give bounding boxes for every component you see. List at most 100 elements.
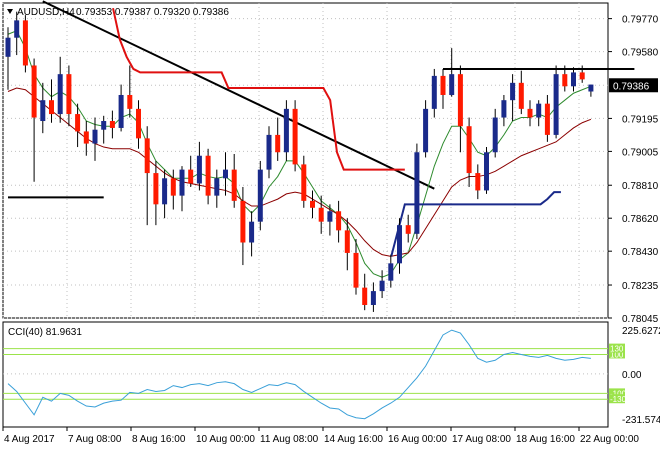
candle-bull bbox=[553, 74, 559, 135]
price-tick-label: 0.78430 bbox=[622, 247, 659, 258]
candle-bear bbox=[336, 211, 342, 231]
cci-tick-label: -231.5745 bbox=[622, 415, 660, 426]
candle-bull bbox=[196, 155, 202, 184]
cci-level-box bbox=[609, 388, 625, 398]
candle-bull bbox=[414, 152, 420, 234]
candle-bear bbox=[127, 94, 133, 109]
candle-bear bbox=[344, 230, 350, 253]
candle-bear bbox=[579, 72, 585, 80]
candle-bear bbox=[544, 103, 550, 135]
price-tick-label: 0.79770 bbox=[622, 15, 659, 26]
current-price-label: 0.79386 bbox=[613, 81, 650, 92]
cci-panel bbox=[2, 321, 609, 428]
candle-bull bbox=[431, 75, 437, 109]
candle-bull bbox=[449, 74, 455, 95]
time-tick-label: 18 Aug 16:00 bbox=[516, 434, 575, 445]
cci-line bbox=[7, 329, 591, 420]
price-tick-label: 0.78045 bbox=[622, 314, 659, 325]
candle-bull bbox=[379, 280, 385, 292]
price-tick-label: 0.78620 bbox=[622, 214, 659, 225]
price-tick-label: 0.78235 bbox=[622, 281, 659, 292]
candle-bull bbox=[283, 108, 289, 153]
time-tick-label: 7 Aug 08:00 bbox=[68, 434, 122, 445]
price-tick-label: 0.79580 bbox=[622, 48, 659, 59]
sar-lines bbox=[112, 7, 561, 257]
candle-bull bbox=[249, 221, 255, 243]
triangle-down-icon bbox=[7, 9, 13, 14]
time-tick-label: 14 Aug 16:00 bbox=[324, 434, 383, 445]
candle-bull bbox=[162, 178, 168, 205]
time-tick-label: 17 Aug 08:00 bbox=[452, 434, 511, 445]
price-tick-label: 0.79195 bbox=[622, 114, 659, 125]
candle-bear bbox=[188, 169, 194, 184]
candle-bull bbox=[223, 169, 228, 179]
candle-bear bbox=[22, 20, 28, 66]
candle-bear bbox=[75, 114, 81, 132]
candle-bear bbox=[49, 100, 54, 115]
cci-tick-label: 225.6272 bbox=[622, 326, 660, 337]
candle-bear bbox=[144, 138, 150, 174]
candle-bear bbox=[292, 108, 298, 165]
candle-bull bbox=[5, 37, 11, 57]
candle-bull bbox=[370, 291, 376, 305]
candle-bull bbox=[484, 152, 489, 191]
sar-low-line bbox=[390, 191, 561, 257]
candle-bear bbox=[205, 155, 211, 196]
price-tick-label: 0.78810 bbox=[622, 181, 659, 192]
cci-level-label: 130 bbox=[610, 345, 624, 354]
trendline bbox=[42, 0, 435, 190]
candle-bull bbox=[536, 103, 542, 118]
candle-bear bbox=[31, 65, 37, 118]
candle-bull bbox=[179, 169, 185, 196]
candle-bull bbox=[423, 108, 429, 153]
candle-bull bbox=[397, 225, 402, 264]
candle-bear bbox=[318, 207, 324, 222]
candle-bear bbox=[240, 200, 246, 243]
trendlines bbox=[8, 0, 635, 199]
candle-bull bbox=[118, 94, 124, 128]
candle-bear bbox=[362, 287, 368, 305]
candle-bear bbox=[457, 74, 463, 127]
cci-level-box bbox=[609, 349, 625, 359]
price-axis: 0.79770 0.79580 0.79195 0.79005 0.78810 0.786… bbox=[608, 15, 659, 325]
candle-bull bbox=[266, 134, 272, 170]
cci-level-label: -100 bbox=[610, 389, 627, 398]
candles bbox=[5, 11, 594, 312]
candle-bull bbox=[14, 20, 20, 38]
time-tick-label: 11 Aug 08:00 bbox=[260, 434, 319, 445]
cci-level-box bbox=[609, 343, 625, 353]
candle-bull bbox=[510, 82, 516, 101]
time-tick-label: 22 Aug 00:00 bbox=[580, 434, 639, 445]
chart-symbol: AUDUSD,H4 bbox=[17, 7, 75, 18]
time-tick-label: 16 Aug 00:00 bbox=[388, 434, 447, 445]
sar-high-line bbox=[112, 7, 405, 171]
candle-bear bbox=[475, 173, 481, 191]
candle-bear bbox=[527, 108, 533, 118]
cci-axis: 225.6272 0.00 -231.5745 bbox=[622, 326, 660, 426]
candle-bear bbox=[66, 74, 72, 115]
candle-bull bbox=[501, 100, 507, 118]
time-tick-label: 4 Aug 2017 bbox=[4, 434, 55, 445]
candle-bear bbox=[301, 164, 307, 201]
candle-bear bbox=[440, 75, 446, 95]
candle-bear bbox=[353, 252, 359, 288]
price-panel bbox=[2, 2, 609, 319]
candle-bull bbox=[40, 100, 46, 122]
candle-bear bbox=[153, 173, 159, 205]
candle-bull bbox=[571, 72, 576, 87]
cci-tick-label: 0.00 bbox=[622, 370, 642, 381]
candle-bull bbox=[588, 84, 594, 92]
candle-bear bbox=[405, 225, 411, 234]
time-axis: 4 Aug 2017 7 Aug 08:00 8 Aug 16:00 10 Aug 0… bbox=[2, 427, 639, 445]
ma-slow-line bbox=[7, 87, 592, 257]
candle-bull bbox=[214, 178, 220, 196]
time-tick-label: 10 Aug 00:00 bbox=[196, 434, 255, 445]
cci-series-line bbox=[7, 329, 591, 420]
candle-bear bbox=[518, 82, 524, 109]
candle-bear bbox=[109, 121, 115, 128]
cci-level-label: 100 bbox=[610, 350, 624, 359]
candle-bear bbox=[562, 74, 568, 87]
time-tick-label: 8 Aug 16:00 bbox=[132, 434, 186, 445]
